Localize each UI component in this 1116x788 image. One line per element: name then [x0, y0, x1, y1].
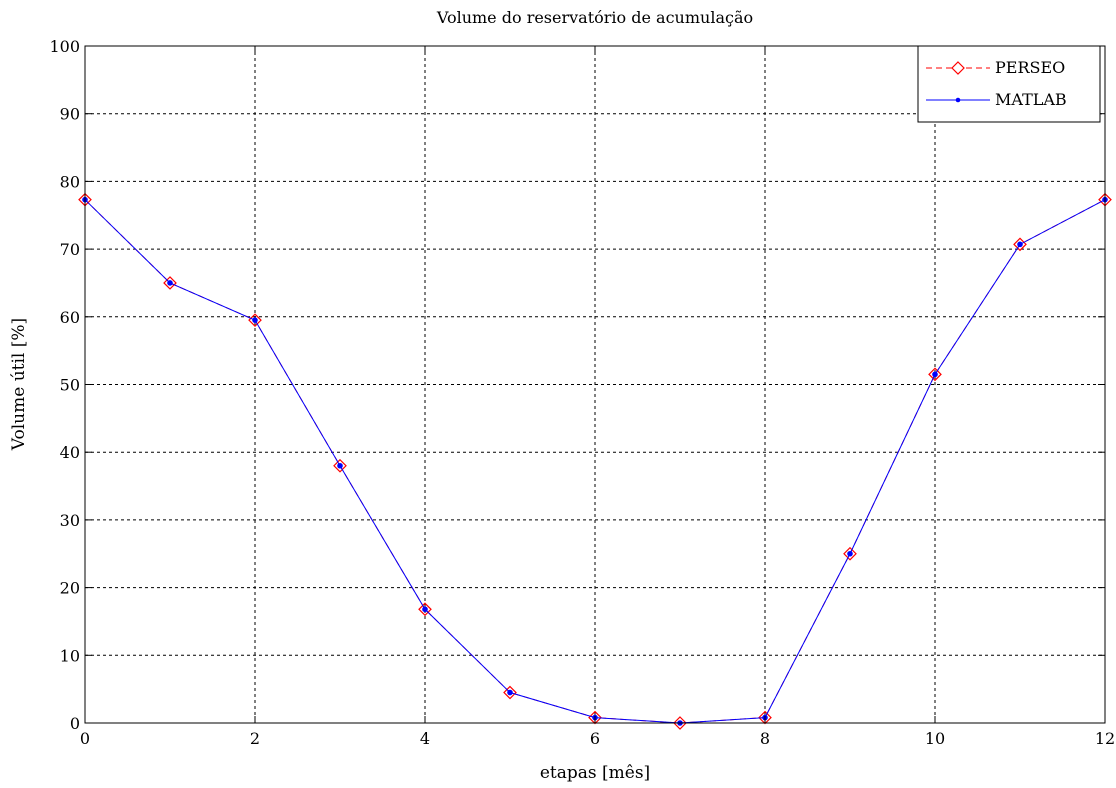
- data-point-matlab: [167, 280, 173, 286]
- y-tick-label: 20: [60, 579, 80, 598]
- data-point-matlab: [847, 550, 853, 557]
- data-point-perseo: [673, 716, 687, 730]
- tick-labels: 0 2 4 6 8 10 12 0 10 20 30 40 50 60 70 80 90 100: [49, 37, 1115, 748]
- x-tick-label: 0: [80, 729, 90, 748]
- legend: PERSEO MATLAB: [917, 45, 1101, 123]
- data-point-perseo: [163, 276, 177, 290]
- data-point-perseo: [588, 710, 602, 725]
- data-point-perseo: [418, 602, 432, 617]
- y-tick-label: 40: [60, 443, 80, 462]
- y-tick-label: 80: [60, 172, 80, 191]
- data-point-perseo: [758, 710, 772, 725]
- y-tick-label: 70: [60, 240, 80, 259]
- grid: [85, 46, 1105, 723]
- data-point-perseo: [333, 458, 347, 473]
- x-tick-label: 6: [590, 729, 600, 748]
- y-tick-label: 50: [60, 376, 80, 395]
- y-tick-label: 10: [60, 646, 80, 665]
- y-tick-label: 0: [70, 714, 80, 733]
- y-tick-label: 90: [60, 105, 80, 124]
- x-tick-label: 4: [420, 729, 430, 748]
- data-point-matlab: [1017, 241, 1023, 248]
- x-axis-label: etapas [mês]: [540, 763, 650, 783]
- x-tick-label: 10: [925, 729, 945, 748]
- data-point-matlab: [252, 317, 258, 323]
- data-point-matlab: [422, 606, 428, 613]
- x-tick-label: 8: [760, 729, 770, 748]
- x-tick-label: 12: [1095, 729, 1115, 748]
- data-point-perseo: [503, 685, 517, 700]
- data-point-perseo: [928, 367, 942, 382]
- legend-marker-matlab: [955, 97, 961, 103]
- y-tick-label: 30: [60, 511, 80, 530]
- legend-label-matlab: MATLAB: [995, 90, 1067, 109]
- data-point-matlab: [337, 462, 343, 469]
- data-point-matlab: [507, 689, 513, 696]
- legend-marker-perseo: [951, 61, 965, 75]
- data-point-matlab: [932, 371, 938, 378]
- legend-box: [917, 45, 1101, 123]
- x-tick-label: 2: [250, 729, 260, 748]
- y-axis-label: Volume útil [%]: [9, 318, 29, 451]
- chart-title: Volume do reservatório de acumulação: [436, 8, 753, 27]
- y-tick-label: 60: [60, 308, 80, 327]
- data-point-perseo: [843, 546, 857, 561]
- y-tick-label: 100: [49, 37, 80, 56]
- legend-label-perseo: PERSEO: [995, 58, 1065, 77]
